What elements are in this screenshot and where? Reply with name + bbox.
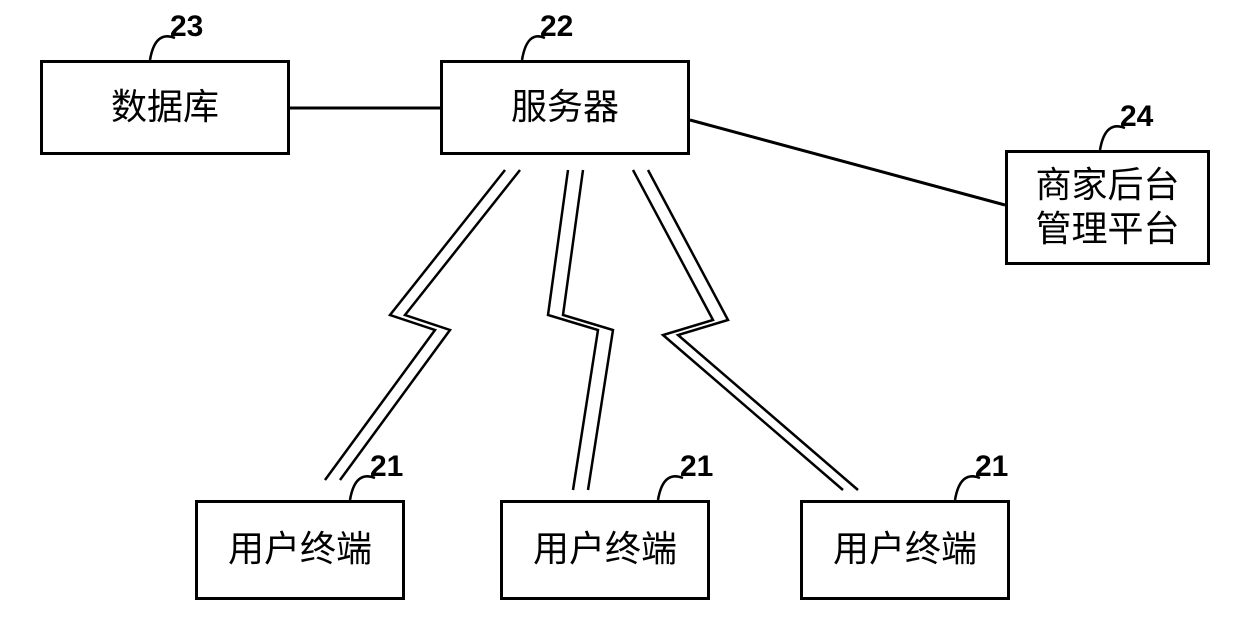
client3-label: 用户终端 [833,528,977,571]
server-node: 服务器 [440,60,690,155]
database-number: 23 [170,10,203,44]
merchant-node: 商家后台 管理平台 [1005,150,1210,265]
client2-number: 21 [680,450,713,484]
server-label: 服务器 [511,86,619,129]
merchant-label: 商家后台 管理平台 [1035,164,1179,250]
client3-number: 21 [975,450,1008,484]
merchant-number: 24 [1120,100,1153,134]
database-node: 数据库 [40,60,290,155]
client2-label: 用户终端 [533,528,677,571]
database-label: 数据库 [111,86,219,129]
client1-node: 用户终端 [195,500,405,600]
client3-node: 用户终端 [800,500,1010,600]
server-number: 22 [540,10,573,44]
client1-number: 21 [370,450,403,484]
client1-label: 用户终端 [228,528,372,571]
client2-node: 用户终端 [500,500,710,600]
lightning-edges [325,170,858,490]
